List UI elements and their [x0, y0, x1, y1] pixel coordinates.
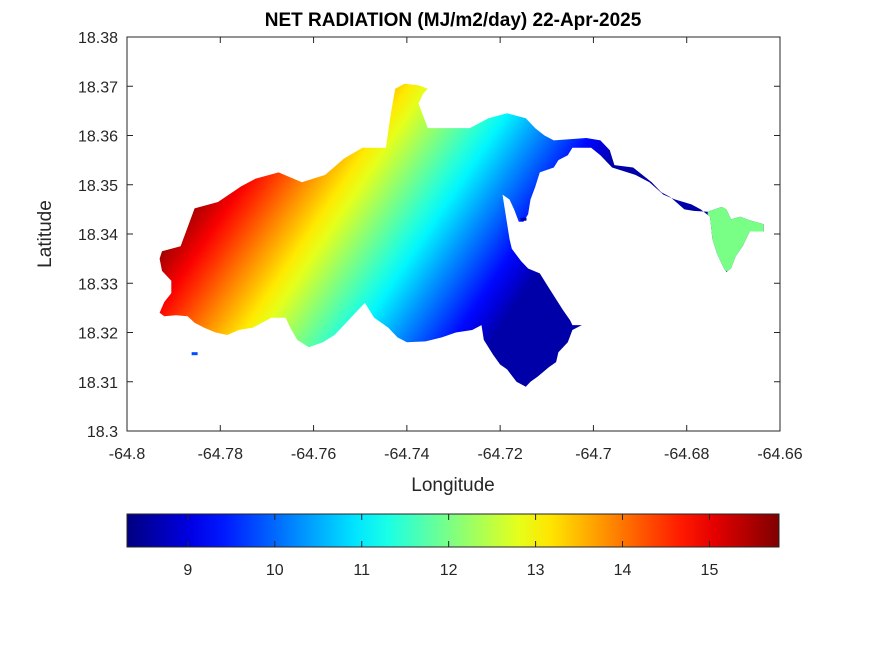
- colorbar-tick-label: 13: [527, 562, 545, 579]
- y-axis: 18.3 18.31 18.32 18.33 18.34 18.35 18.36 18.37 1…: [78, 30, 780, 441]
- x-axis: -64.8 -64.78 -64.76 -64.74 -64.72 -64.7 -64.68…: [109, 37, 803, 463]
- y-tick-label: 18.3: [87, 424, 118, 441]
- islet: [191, 352, 198, 356]
- colorbar-tick-label: 14: [614, 562, 632, 579]
- x-tick-label: -64.78: [198, 446, 243, 463]
- y-axis-label: Latitude: [35, 200, 56, 268]
- y-tick-label: 18.31: [78, 375, 118, 392]
- colorbar: 9 10 11 12 13 14 15: [126, 513, 780, 579]
- x-tick-label: -64.74: [384, 446, 429, 463]
- x-tick-label: -64.76: [291, 446, 336, 463]
- colorbar-tick-label: 12: [440, 562, 458, 579]
- y-tick-label: 18.36: [78, 129, 118, 146]
- colorbar-tick-label: 10: [266, 562, 284, 579]
- islet: [520, 217, 527, 221]
- x-tick-label: -64.66: [757, 446, 802, 463]
- y-tick-label: 18.34: [78, 227, 118, 244]
- y-tick-label: 18.32: [78, 326, 118, 343]
- x-tick-label: -64.7: [575, 446, 612, 463]
- x-tick-label: -64.8: [109, 446, 146, 463]
- colorbar-tick-label: 11: [353, 562, 370, 579]
- x-tick-label: -64.68: [664, 446, 709, 463]
- colorbar-ticks: 9 10 11 12 13 14 15: [183, 514, 718, 579]
- chart-title: NET RADIATION (MJ/m2/day) 22-Apr-2025: [265, 10, 642, 31]
- y-tick-label: 18.35: [78, 178, 118, 195]
- colorbar-tick-label: 9: [183, 562, 192, 579]
- radiation-region: [159, 83, 764, 387]
- colorbar-tick-label: 15: [701, 562, 719, 579]
- y-tick-label: 18.33: [78, 276, 118, 293]
- colorbar-bar: [126, 513, 780, 548]
- y-tick-label: 18.37: [78, 79, 118, 96]
- y-tick-label: 18.38: [78, 30, 118, 47]
- x-axis-label: Longitude: [411, 475, 494, 496]
- x-tick-label: -64.72: [477, 446, 522, 463]
